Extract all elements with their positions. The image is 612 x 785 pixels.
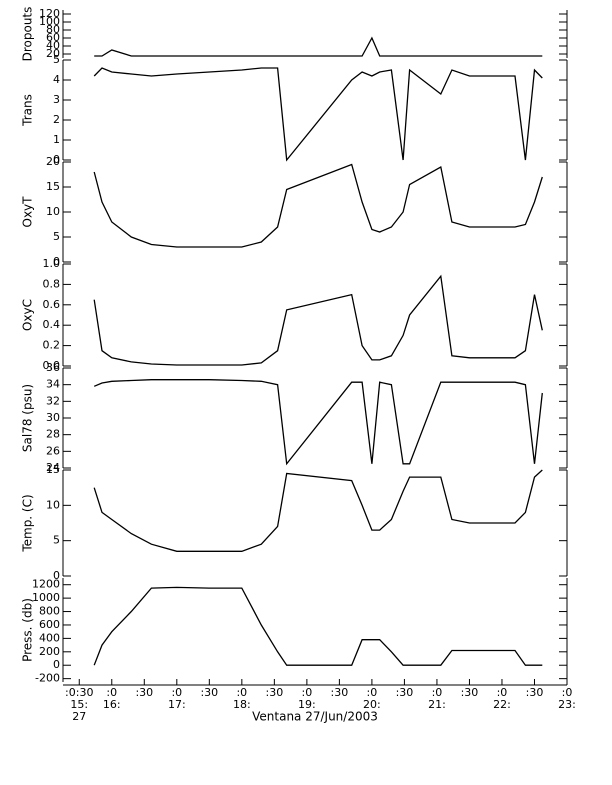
data-line xyxy=(93,163,543,248)
data-line xyxy=(93,379,543,466)
x-tick-label: :0 xyxy=(171,686,182,699)
x-tick-label: :30 xyxy=(135,686,153,699)
x-tick-label: :0 xyxy=(302,686,313,699)
y-tick-label: 3 xyxy=(53,93,60,106)
y-tick-label: 5 xyxy=(53,534,60,547)
x-hour-label: 22: xyxy=(493,698,511,711)
data-line xyxy=(93,586,543,666)
y-tick-label: 26 xyxy=(46,444,60,457)
y-tick-label: 0.8 xyxy=(43,277,61,290)
y-tick-label: 28 xyxy=(46,428,60,441)
x-tick-label: :0 xyxy=(236,686,247,699)
x-day-label: 27 xyxy=(72,710,86,723)
y-tick-label: 1200 xyxy=(32,578,60,591)
x-axis-label: Ventana 27/Jun/2003 xyxy=(252,710,378,724)
y-tick-label: 15 xyxy=(46,180,60,193)
y-tick-label: 4 xyxy=(53,73,60,86)
x-tick-label: :30 xyxy=(200,686,218,699)
x-hour-label: 20: xyxy=(363,698,381,711)
y-axis-label: Sal78 (psu) xyxy=(21,384,35,452)
x-tick-label: :30 xyxy=(526,686,544,699)
y-tick-label: 40 xyxy=(46,39,60,52)
x-tick-label: :30 xyxy=(396,686,414,699)
x-tick-label: :30 xyxy=(266,686,284,699)
x-hour-label: 15: xyxy=(70,698,88,711)
y-tick-label: 5 xyxy=(53,53,60,66)
y-tick-label: 20 xyxy=(46,47,60,60)
x-hour-label: 19: xyxy=(298,698,316,711)
y-tick-label: 0.4 xyxy=(43,318,61,331)
y-tick-label: 32 xyxy=(46,394,60,407)
y-tick-label: 1 xyxy=(53,133,60,146)
x-hour-label: 16: xyxy=(103,698,121,711)
y-tick-label: 34 xyxy=(46,378,60,391)
x-tick-label: :0:30 xyxy=(65,686,93,699)
y-tick-label: 60 xyxy=(46,31,60,44)
y-tick-label: 600 xyxy=(39,618,60,631)
x-tick-label: :0 xyxy=(106,686,117,699)
x-hour-label: 21: xyxy=(428,698,446,711)
y-tick-label: 400 xyxy=(39,631,60,644)
data-line xyxy=(93,67,543,162)
y-tick-label: 1.0 xyxy=(43,257,61,270)
data-line xyxy=(94,36,543,57)
y-tick-label: 0 xyxy=(53,255,60,268)
data-line xyxy=(93,274,543,366)
y-tick-label: 10 xyxy=(46,205,60,218)
y-tick-label: 10 xyxy=(46,498,60,511)
y-tick-label: 2 xyxy=(53,113,60,126)
y-axis-label: OxyC xyxy=(21,299,35,331)
y-tick-label: 0.0 xyxy=(43,359,61,372)
y-tick-label: 1000 xyxy=(32,591,60,604)
y-tick-label: 0.2 xyxy=(43,339,61,352)
x-hour-label: 17: xyxy=(168,698,186,711)
y-tick-label: 800 xyxy=(39,605,60,618)
y-tick-label: 100 xyxy=(39,15,60,28)
y-tick-label: 30 xyxy=(46,411,60,424)
y-tick-label: 200 xyxy=(39,645,60,658)
y-axis-label: Press. (db) xyxy=(21,598,35,662)
y-tick-label: 24 xyxy=(46,461,60,474)
x-tick-label: :30 xyxy=(331,686,349,699)
y-tick-label: 0.6 xyxy=(43,298,61,311)
y-tick-label: -200 xyxy=(35,672,60,685)
x-tick-label: :0 xyxy=(562,686,573,699)
x-tick-label: :30 xyxy=(461,686,479,699)
y-tick-label: 0 xyxy=(53,153,60,166)
y-tick-label: 20 xyxy=(46,155,60,168)
y-tick-label: 120 xyxy=(39,7,60,20)
x-tick-label: :0 xyxy=(367,686,378,699)
y-axis-label: Temp. (C) xyxy=(21,494,35,552)
y-axis-label: Trans xyxy=(21,94,35,127)
y-axis-label: Dropouts xyxy=(21,7,35,62)
y-tick-label: 5 xyxy=(53,230,60,243)
x-tick-label: :0 xyxy=(432,686,443,699)
y-tick-label: 36 xyxy=(46,361,60,374)
x-tick-label: :0 xyxy=(497,686,508,699)
x-hour-label: 18: xyxy=(233,698,251,711)
y-tick-label: 15 xyxy=(46,463,60,476)
y-tick-label: 0 xyxy=(53,569,60,582)
y-axis-label: OxyT xyxy=(21,196,35,228)
y-tick-label: 0 xyxy=(53,658,60,671)
x-hour-label: 23: xyxy=(558,698,576,711)
y-tick-label: 80 xyxy=(46,23,60,36)
data-line xyxy=(93,469,543,552)
